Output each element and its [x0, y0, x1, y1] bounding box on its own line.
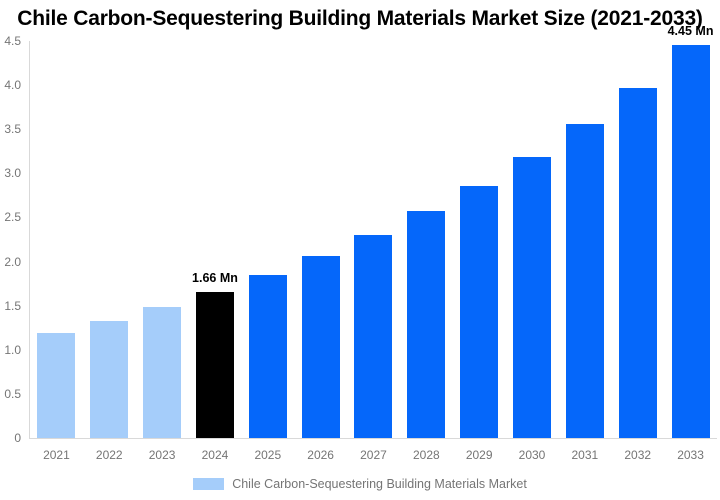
x-tick-label-2026: 2026 [307, 448, 334, 462]
y-tick-label: 2.0 [4, 254, 21, 269]
x-tick-label-2032: 2032 [624, 448, 652, 462]
y-tick-label: 4.5 [4, 34, 21, 48]
y-tick-label: 1.5 [4, 298, 21, 313]
x-tick-label-2027: 2027 [360, 448, 387, 462]
bar-slot-2027: 2027 [347, 41, 400, 462]
x-tick-label-2024: 2024 [201, 448, 229, 462]
bar-slot-2031: 2031 [558, 41, 611, 462]
bar-slot-2029: 2029 [453, 41, 506, 462]
x-tick-label-2028: 2028 [412, 448, 440, 462]
x-tick-label-2025: 2025 [254, 448, 282, 462]
x-tick-label-2029: 2029 [465, 448, 493, 462]
x-tick-label-2031: 2031 [571, 448, 599, 462]
bar-slot-2023: 2023 [136, 41, 189, 462]
bar-2026 [301, 256, 340, 438]
value-label-2033: 4.45 Mn [667, 24, 714, 39]
bar-2030 [513, 156, 552, 438]
bar-2024 [195, 291, 234, 438]
y-tick-label: 0 [14, 431, 21, 445]
bar-slot-2024: 1.66 Mn 2024 [189, 41, 242, 462]
bar-2025 [248, 274, 287, 438]
legend: Chile Carbon-Sequestering Building Mater… [0, 477, 720, 491]
bar-2023 [143, 307, 182, 438]
bar-2033 [671, 45, 710, 438]
y-tick-label: 0.5 [4, 386, 21, 401]
bar-slot-2028: 2028 [400, 41, 453, 462]
bar-slot-2021: 2021 [30, 41, 83, 462]
bar-2032 [618, 87, 657, 438]
bar-slot-2022: 2022 [83, 41, 136, 462]
bar-2027 [354, 235, 393, 438]
y-axis: 4.5 4.0 3.5 3.0 2.5 2.0 1.5 1.0 0.5 0 [0, 34, 23, 445]
y-tick-label: 3.5 [4, 122, 21, 137]
x-tick-label-2030: 2030 [518, 448, 546, 462]
bar-2021 [37, 333, 76, 438]
bar-2031 [565, 123, 604, 438]
y-tick-label: 3.0 [4, 166, 21, 181]
bar-2029 [460, 185, 499, 438]
bar-2028 [407, 211, 446, 438]
bar-slot-2030: 2030 [506, 41, 559, 462]
legend-label: Chile Carbon-Sequestering Building Mater… [232, 477, 527, 491]
y-tick-label: 4.0 [4, 78, 21, 93]
bar-slot-2032: 2032 [611, 41, 664, 462]
bar-slot-2025: 2025 [241, 41, 294, 462]
chart-title: Chile Carbon-Sequestering Building Mater… [17, 7, 703, 30]
x-tick-label-2033: 2033 [677, 448, 704, 462]
bar-2022 [90, 320, 129, 438]
bar-slot-2026: 2026 [294, 41, 347, 462]
value-label-2024: 1.66 Mn [192, 270, 238, 285]
plot-area: 2021 2022 2023 1.66 Mn 2024 2025 2026 2027 2028 2… [29, 24, 717, 462]
x-tick-label-2023: 2023 [148, 448, 176, 462]
x-tick-label-2021: 2021 [43, 448, 70, 462]
x-tick-label-2022: 2022 [95, 448, 123, 462]
y-tick-label: 1.0 [4, 342, 21, 357]
legend-swatch [193, 478, 225, 490]
y-tick-label: 2.5 [4, 210, 21, 225]
bar-slot-2033: 4.45 Mn 2033 [664, 24, 717, 462]
